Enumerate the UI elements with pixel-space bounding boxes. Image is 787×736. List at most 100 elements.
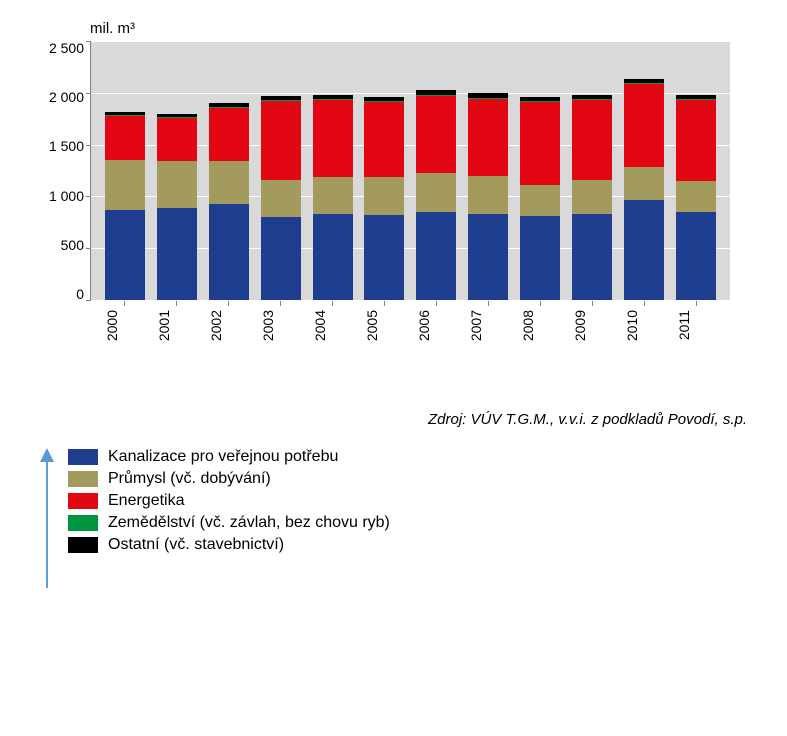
y-tick-label: 1 500 — [49, 139, 84, 153]
x-label: 2008 — [520, 310, 560, 341]
x-label: 2000 — [104, 310, 144, 341]
legend: Kanalizace pro veřejnou potřebu Průmysl (… — [68, 448, 390, 554]
x-tick-mark — [592, 301, 593, 306]
segment-energetika — [676, 100, 716, 181]
legend-block: Kanalizace pro veřejnou potřebu Průmysl (… — [40, 448, 747, 588]
y-tick-mark — [86, 248, 91, 249]
segment-energetika — [105, 116, 145, 160]
source-citation: Zdroj: VÚV T.G.M., v.v.i. z podkladů Pov… — [40, 411, 747, 428]
segment-energetika — [572, 100, 612, 180]
segment-kanalizace — [468, 214, 508, 300]
bar-2003 — [261, 96, 301, 300]
bar-2002 — [209, 103, 249, 300]
y-tick-mark — [86, 145, 91, 146]
x-label: 2007 — [468, 310, 508, 341]
legend-label: Průmysl (vč. dobývání) — [108, 470, 271, 488]
segment-kanalizace — [520, 216, 560, 300]
x-tick-mark — [228, 301, 229, 306]
bar-2009 — [572, 95, 612, 300]
x-tick-mark — [488, 301, 489, 306]
bar-2000 — [105, 112, 145, 300]
segment-prumysl — [416, 173, 456, 211]
segment-prumysl — [520, 185, 560, 216]
bars-container — [91, 41, 730, 300]
legend-item-kanalizace: Kanalizace pro veřejnou potřebu — [68, 448, 390, 466]
y-axis-title: mil. m³ — [90, 20, 740, 37]
segment-energetika — [209, 108, 249, 161]
y-axis: 2 5002 0001 5001 0005000 — [40, 41, 90, 301]
x-tick-mark — [540, 301, 541, 306]
legend-item-zemedelstvi: Zemědělství (vč. závlah, bez chovu ryb) — [68, 514, 390, 532]
legend-swatch — [68, 537, 98, 553]
x-label: 2003 — [260, 310, 300, 341]
segment-prumysl — [676, 181, 716, 211]
chart-container: mil. m³ 2 5002 0001 5001 0005000 2000200… — [40, 20, 740, 341]
segment-energetika — [416, 96, 456, 173]
segment-kanalizace — [572, 214, 612, 300]
segment-kanalizace — [676, 212, 716, 300]
x-tick-mark — [280, 301, 281, 306]
bar-2004 — [313, 95, 353, 300]
plot-area — [90, 41, 730, 301]
segment-prumysl — [261, 180, 301, 216]
segment-kanalizace — [209, 204, 249, 300]
bar-2006 — [416, 90, 456, 300]
bar-2007 — [468, 93, 508, 300]
x-tick-mark — [436, 301, 437, 306]
segment-energetika — [313, 100, 353, 177]
x-label: 2001 — [156, 310, 196, 341]
legend-item-prumysl: Průmysl (vč. dobývání) — [68, 470, 390, 488]
x-tick-mark — [332, 301, 333, 306]
legend-item-energetika: Energetika — [68, 492, 390, 510]
y-tick-label: 1 000 — [49, 189, 84, 203]
segment-energetika — [624, 84, 664, 167]
segment-energetika — [157, 118, 197, 161]
legend-swatch — [68, 515, 98, 531]
legend-swatch — [68, 471, 98, 487]
segment-prumysl — [209, 161, 249, 205]
x-tick-mark — [696, 301, 697, 306]
x-tick-marks — [90, 301, 730, 306]
x-label: 2006 — [416, 310, 456, 341]
x-axis-labels: 2000 2001 2002 2003 2004 2005 2006 2007 2008 2009… — [90, 310, 730, 341]
legend-label: Zemědělství (vč. závlah, bez chovu ryb) — [108, 514, 390, 532]
x-tick-mark — [124, 301, 125, 306]
arrow-line — [46, 460, 48, 588]
segment-prumysl — [157, 161, 197, 209]
bar-2001 — [157, 114, 197, 300]
y-tick-mark — [86, 196, 91, 197]
x-label: 2004 — [312, 310, 352, 341]
segment-prumysl — [313, 177, 353, 213]
chart-area: 2 5002 0001 5001 0005000 — [40, 41, 740, 301]
segment-prumysl — [624, 167, 664, 200]
segment-energetika — [261, 101, 301, 180]
legend-label: Energetika — [108, 492, 185, 510]
y-tick-label: 2 500 — [49, 41, 84, 55]
segment-prumysl — [105, 160, 145, 210]
legend-swatch — [68, 449, 98, 465]
x-label: 2002 — [208, 310, 248, 341]
legend-item-ostatni: Ostatní (vč. stavebnictví) — [68, 536, 390, 554]
legend-label: Kanalizace pro veřejnou potřebu — [108, 448, 338, 466]
bar-2008 — [520, 97, 560, 300]
y-tick-label: 500 — [61, 238, 84, 252]
segment-prumysl — [364, 177, 404, 214]
x-tick-mark — [644, 301, 645, 306]
legend-label: Ostatní (vč. stavebnictví) — [108, 536, 284, 554]
bar-2011 — [676, 95, 716, 300]
segment-kanalizace — [624, 200, 664, 300]
x-label: 2005 — [364, 310, 404, 341]
x-tick-mark — [384, 301, 385, 306]
x-label: 2010 — [624, 310, 664, 341]
segment-kanalizace — [313, 214, 353, 300]
bar-2010 — [624, 79, 664, 300]
y-tick-label: 2 000 — [49, 90, 84, 104]
segment-prumysl — [572, 180, 612, 213]
arrow-icon — [40, 448, 54, 588]
x-label: 2009 — [572, 310, 612, 341]
y-tick-mark — [86, 93, 91, 94]
segment-energetika — [468, 99, 508, 176]
segment-kanalizace — [364, 215, 404, 300]
segment-kanalizace — [105, 210, 145, 300]
x-tick-mark — [176, 301, 177, 306]
